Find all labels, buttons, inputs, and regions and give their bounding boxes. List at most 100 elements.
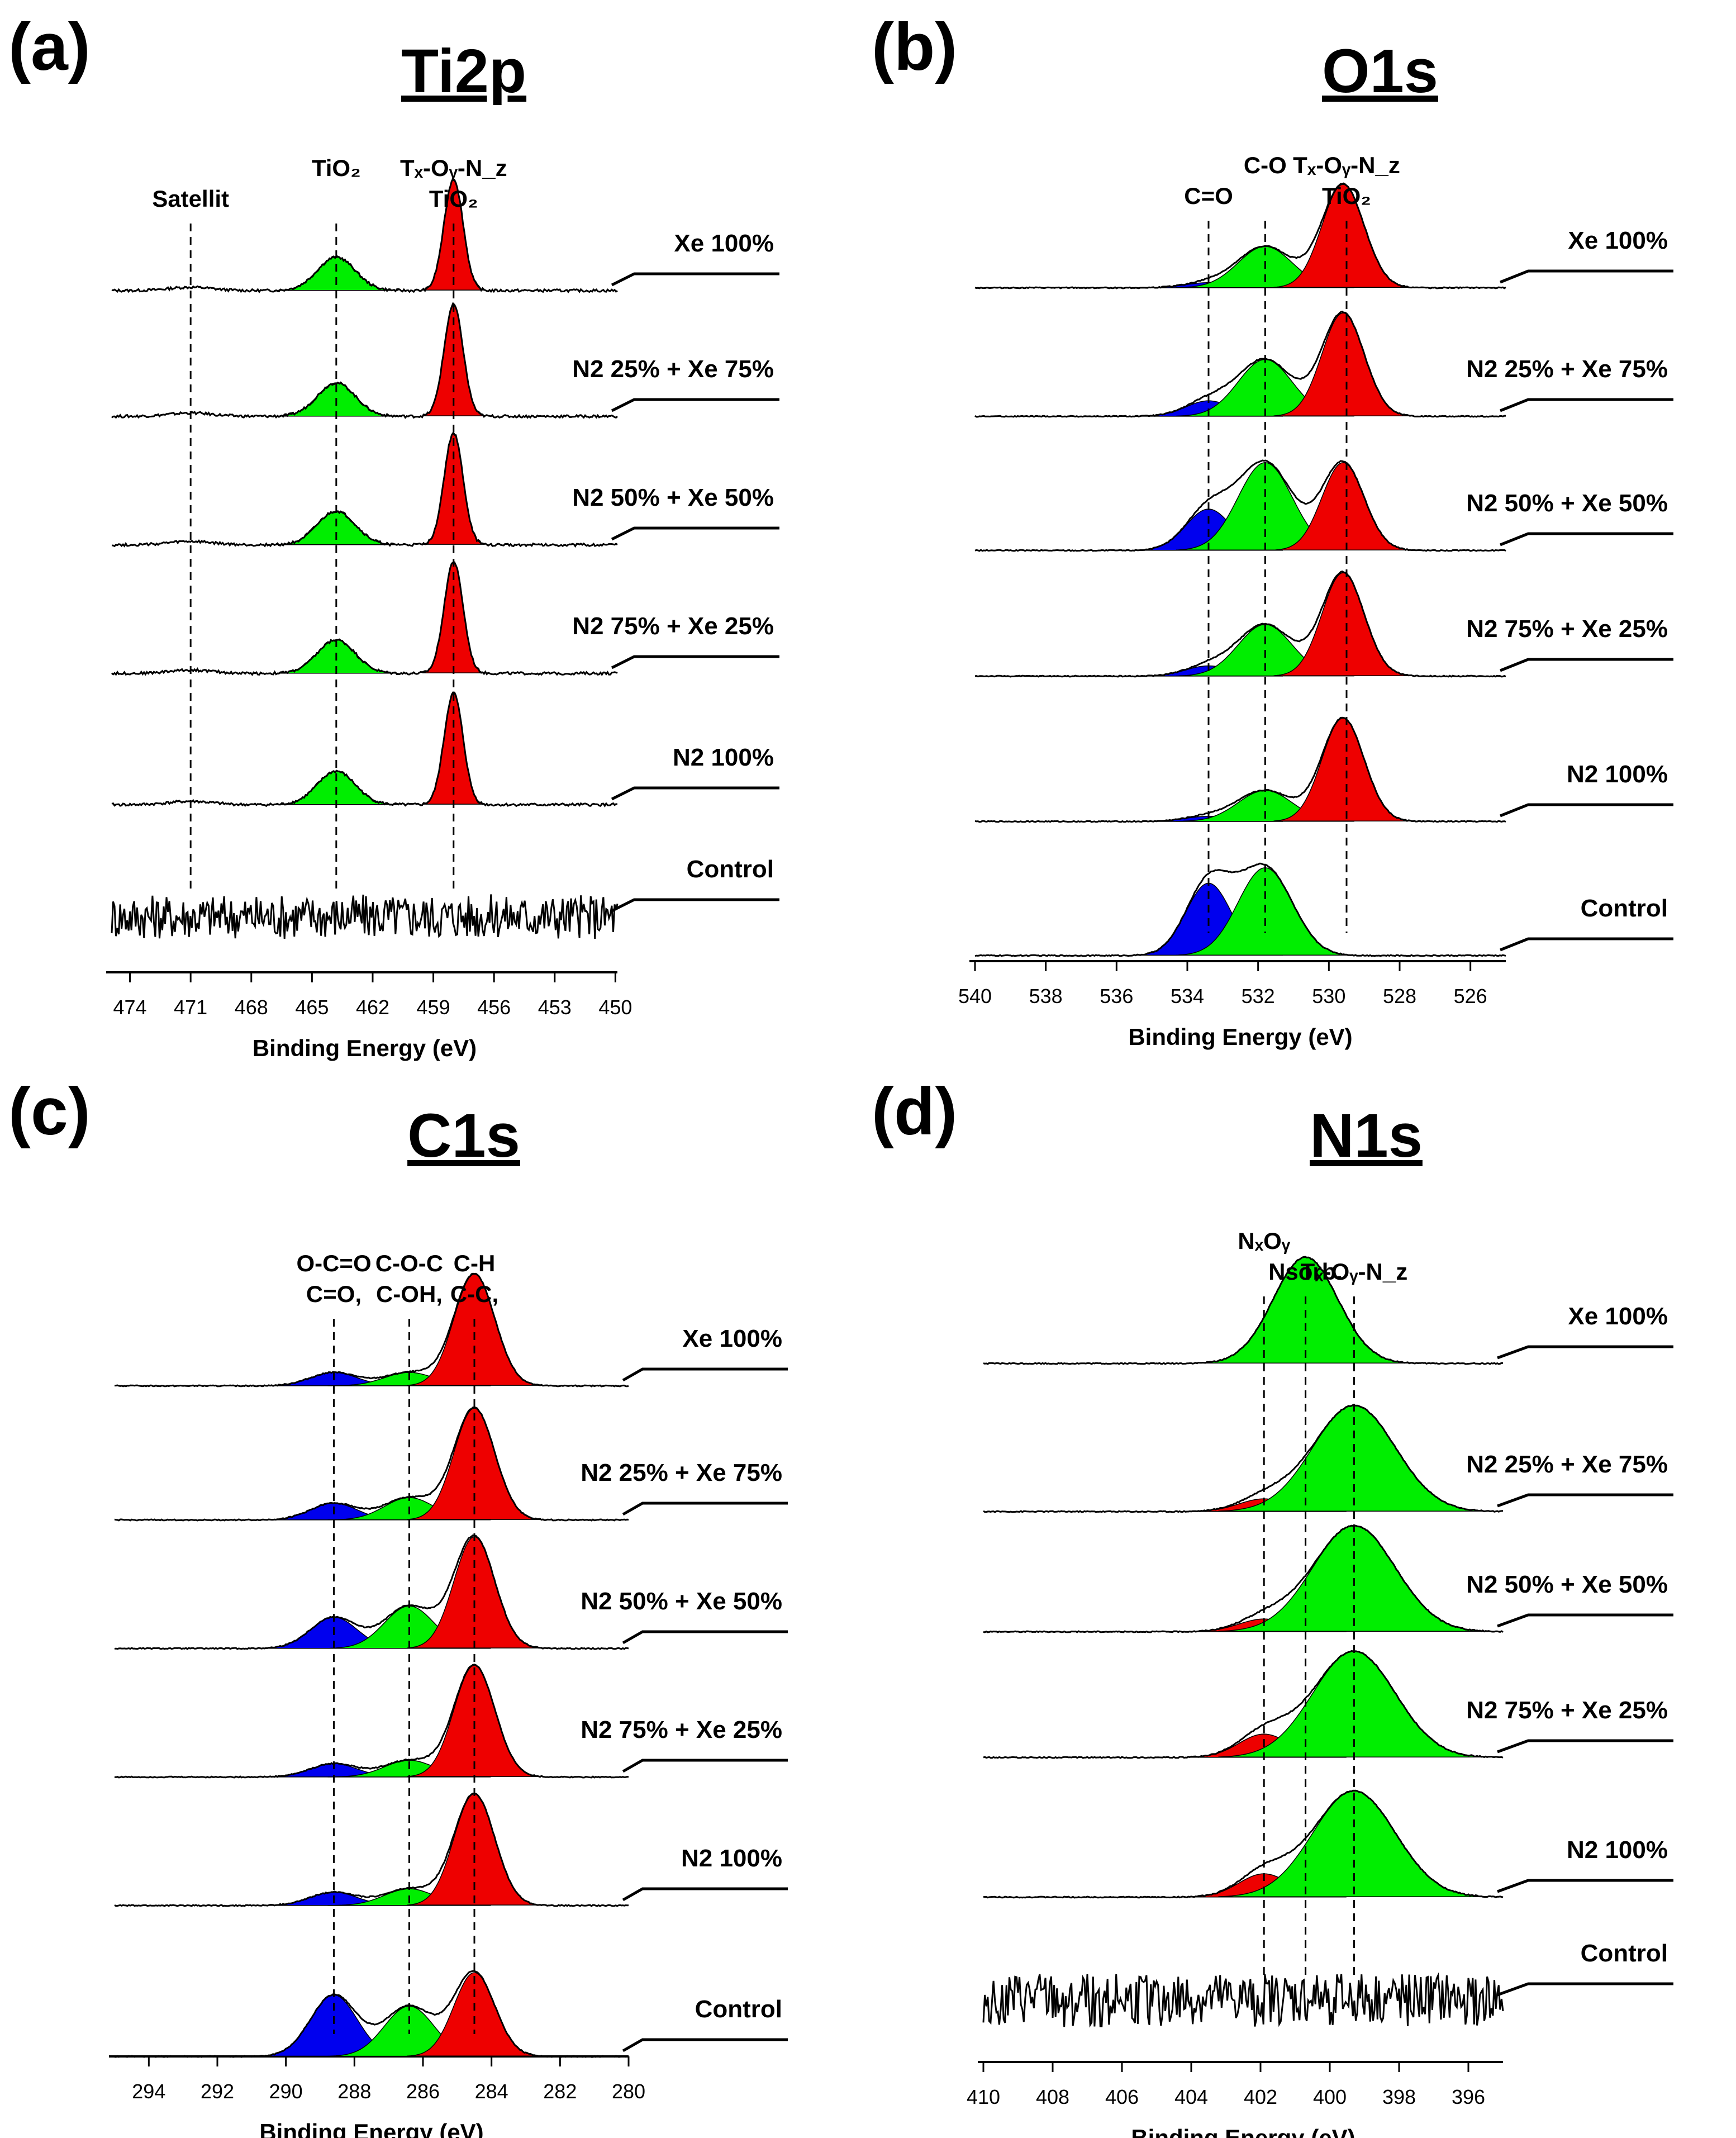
x-tick-label: 526	[1454, 985, 1487, 1008]
series-arrow	[622, 1502, 788, 1516]
panel-n1s: (d) N1s 410 408 406 404 402 400 398 396 Binding En…	[872, 1074, 1673, 2138]
panel-tag: (b)	[872, 9, 957, 84]
series-label: N2 50% + Xe 50%	[572, 484, 774, 511]
peak-annotation: C-OH,	[376, 1281, 443, 1307]
peak-component-green	[274, 256, 399, 291]
series-label: Xe 100%	[682, 1325, 782, 1352]
panel-ti2p: (a) Ti2p 474 471 468 465 462 459 456 453 450 Bindin…	[8, 9, 779, 1061]
spectrum-line	[983, 1256, 1504, 1365]
panel-tag: (a)	[8, 9, 91, 84]
series-arrow	[1500, 398, 1673, 412]
spectrum-line	[114, 1406, 629, 1522]
x-tick-label: 468	[235, 996, 268, 1019]
series-arrow	[611, 272, 779, 287]
series-label: N2 50% + Xe 50%	[581, 1588, 782, 1615]
series-label: Xe 100%	[1568, 227, 1668, 254]
x-tick-label: 410	[967, 2085, 1000, 2108]
spectrum-line	[974, 182, 1506, 289]
series-arrow	[622, 1630, 788, 1645]
spectrum-line	[983, 1404, 1504, 1513]
series-label: N2 50% + Xe 50%	[1466, 490, 1668, 517]
x-axis-label: Binding Energy (eV)	[259, 2119, 483, 2138]
series-label: Control	[1581, 1940, 1668, 1967]
x-tick-label: 474	[113, 996, 147, 1019]
series-arrow	[1497, 1613, 1673, 1628]
series-label: N2 75% + Xe 25%	[1466, 615, 1668, 643]
x-tick-label: 398	[1382, 2085, 1416, 2108]
series-label: N2 100%	[681, 1845, 782, 1872]
x-tick-label: 530	[1312, 985, 1345, 1008]
spectrum-line	[974, 862, 1506, 957]
x-tick-label: 402	[1244, 2085, 1277, 2108]
x-tick-label: 450	[598, 996, 632, 1019]
x-tick-label: 396	[1452, 2085, 1485, 2108]
peak-annotation: C-O	[1244, 152, 1287, 178]
spectrum-line	[111, 178, 618, 294]
series-label: N2 100%	[1567, 1836, 1668, 1864]
series-arrow	[1497, 1739, 1673, 1754]
spectrum-line	[974, 310, 1506, 418]
x-tick-label: 462	[356, 996, 389, 1019]
series-arrow	[611, 786, 779, 801]
panel-o1s: (b) O1s 540 538 536 534 532 530 528 526 Binding En…	[872, 9, 1673, 1050]
peak-annotation: O-C=O	[296, 1250, 371, 1276]
series-arrow	[1497, 1493, 1673, 1508]
panel-title: O1s	[1322, 37, 1438, 106]
spectrum-line	[983, 1650, 1504, 1759]
spectrum-line	[982, 1972, 1504, 2028]
series-arrow	[1497, 1345, 1673, 1360]
series-arrow	[622, 2038, 788, 2053]
x-axis-label: Binding Energy (eV)	[1131, 2125, 1355, 2138]
spectrum-line	[974, 570, 1506, 678]
x-tick-label: 532	[1242, 985, 1275, 1008]
spectrum-line	[114, 1970, 629, 2058]
series-arrow	[1500, 532, 1673, 547]
series-label: N2 75% + Xe 25%	[581, 1716, 782, 1743]
x-tick-label: 290	[269, 2080, 303, 2103]
x-tick-label: 288	[337, 2080, 371, 2103]
series-arrow	[611, 398, 779, 412]
spectrum-line	[111, 302, 618, 419]
x-tick-label: 459	[417, 996, 450, 1019]
series-label: Xe 100%	[674, 230, 774, 257]
x-axis-label: Binding Energy (eV)	[253, 1035, 477, 1061]
series-arrow	[1497, 1879, 1673, 1893]
series-label: N2 25% + Xe 75%	[581, 1459, 782, 1486]
x-tick-label: 471	[174, 996, 207, 1019]
x-tick-label: 540	[958, 985, 992, 1008]
series-label: N2 100%	[1567, 761, 1668, 788]
series-arrow	[1497, 1982, 1673, 1997]
series-label: N2 100%	[673, 744, 774, 771]
series-label: N2 50% + Xe 50%	[1466, 1571, 1668, 1598]
series-arrow	[622, 1887, 788, 1902]
spectrum-line	[974, 716, 1506, 823]
series-arrow	[1500, 269, 1673, 284]
peak-component-red	[422, 433, 485, 545]
spectrum-line	[114, 1272, 629, 1388]
spectrum-line	[111, 561, 618, 677]
x-tick-label: 408	[1036, 2085, 1069, 2108]
panel-tag: (d)	[872, 1074, 957, 1149]
panel-title: Ti2p	[401, 37, 526, 106]
x-tick-label: 286	[406, 2080, 440, 2103]
series-label: Control	[1581, 895, 1668, 922]
x-tick-label: 294	[132, 2080, 165, 2103]
x-tick-label: 456	[477, 996, 511, 1019]
x-tick-label: 282	[543, 2080, 577, 2103]
spectrum-line	[983, 1524, 1504, 1633]
panel-c1s: (c) C1s 294 292 290 288 286 284 282 280 Binding En…	[8, 1074, 788, 2138]
x-tick-label: 292	[201, 2080, 234, 2103]
spectrum-line	[983, 1789, 1504, 1899]
x-tick-label: 404	[1174, 2085, 1208, 2108]
peak-annotation: TiO₂	[1322, 183, 1371, 209]
series-arrow	[611, 526, 779, 541]
panels-group: (a) Ti2p 474 471 468 465 462 459 456 453 450 Bindin…	[8, 9, 1673, 2138]
x-tick-label: 538	[1029, 985, 1063, 1008]
peak-annotation: Tₓ-Oᵧ-N_z	[1293, 152, 1400, 178]
x-tick-label: 400	[1313, 2085, 1347, 2108]
panel-tag: (c)	[8, 1074, 91, 1149]
series-arrow	[622, 1367, 788, 1382]
peak-annotation: TiO₂	[312, 155, 361, 181]
x-tick-label: 465	[295, 996, 329, 1019]
